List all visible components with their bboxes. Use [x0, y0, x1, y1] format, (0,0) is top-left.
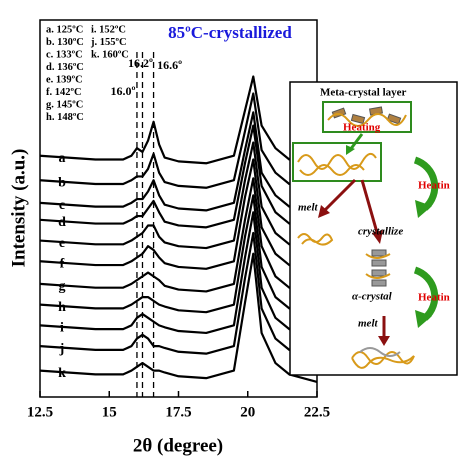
chain	[365, 253, 391, 279]
inset-title: Meta-crystal layer	[320, 87, 407, 99]
inset-diagram: Meta-crystal layer Heating Heatin melt c…	[289, 81, 458, 376]
reference-label: 16.6º	[157, 58, 182, 72]
arrowhead	[346, 145, 355, 155]
series-label: g	[59, 279, 66, 294]
melt-label: melt	[358, 318, 378, 330]
chain	[359, 347, 401, 357]
reference-label: 16.0º	[110, 84, 135, 98]
chain	[327, 113, 407, 127]
series-label: k	[58, 366, 66, 381]
melt-label: melt	[298, 202, 318, 214]
arrow	[413, 266, 439, 321]
y-axis-label: Intensity (a.u.)	[8, 149, 29, 268]
series-line	[39, 177, 318, 297]
block	[371, 269, 387, 277]
series-line	[39, 111, 318, 216]
arrow	[413, 156, 439, 211]
x-tick-label: 12.5	[27, 404, 53, 420]
series-label: j	[59, 341, 65, 356]
layer-box	[322, 101, 412, 133]
chain	[351, 351, 415, 369]
heating-label: Heatin	[418, 292, 450, 304]
chain	[297, 233, 334, 246]
legend-entry: g. 145ºC	[46, 99, 83, 110]
legend-entry: a. 125ºC	[46, 24, 83, 35]
arrowhead	[415, 310, 432, 328]
series-label: a	[59, 151, 66, 166]
alpha-crystal-label: α-crystal	[352, 291, 393, 303]
legend-entry: h. 148ºC	[46, 112, 84, 123]
legend-entry: c. 133ºC	[46, 49, 83, 60]
crystallize-label: crystallize	[358, 226, 403, 238]
series-line	[39, 141, 318, 253]
x-tick-label: 17.5	[165, 404, 191, 420]
chain	[297, 152, 377, 170]
series-label: b	[58, 175, 66, 190]
legend-entry: b. 130ºC	[46, 37, 84, 48]
legend-entry: k. 160ºC	[91, 49, 129, 60]
reference-label: 16.2º	[128, 56, 153, 70]
arrowhead	[378, 336, 390, 346]
block	[350, 113, 366, 125]
x-axis-label: 2θ (degree)	[133, 435, 223, 456]
block	[386, 113, 402, 125]
chain	[299, 164, 365, 176]
legend-entry: j. 155ºC	[90, 37, 127, 48]
arrowhead	[318, 205, 330, 218]
series-line	[39, 124, 318, 233]
series-line	[39, 231, 318, 359]
series-line	[39, 75, 318, 169]
series-line	[39, 158, 318, 274]
series-label: f	[60, 256, 65, 271]
series-line	[39, 252, 318, 383]
crystal-blocks	[331, 106, 402, 125]
arrowhead	[372, 230, 383, 244]
layer-box	[292, 142, 382, 182]
chart-title: 85ºC-crystallized	[168, 23, 292, 42]
block	[371, 259, 387, 267]
legend-entry: e. 139ºC	[46, 74, 83, 85]
series-line	[39, 194, 318, 318]
arrow	[360, 179, 380, 237]
block	[371, 249, 387, 257]
x-tick-label: 20	[240, 404, 255, 420]
heating-label: Heating	[343, 122, 381, 134]
series-label: i	[60, 321, 64, 336]
inset-frame	[289, 81, 458, 376]
series-label: c	[59, 198, 65, 213]
arrow	[321, 178, 357, 214]
series-label: d	[58, 215, 66, 230]
series-line	[39, 211, 318, 338]
crystal-stack	[371, 249, 387, 287]
block	[371, 279, 387, 287]
legend-entry: d. 136ºC	[46, 62, 84, 73]
series-line	[39, 92, 318, 193]
series-label: e	[59, 236, 65, 251]
arrowhead	[415, 200, 432, 218]
legend-entry: i. 152ºC	[91, 24, 126, 35]
legend-entry: f. 142ºC	[46, 87, 82, 98]
x-tick-label: 22.5	[304, 404, 330, 420]
series-label: h	[58, 300, 66, 315]
heating-label: Heatin	[418, 180, 450, 192]
x-tick-label: 15	[102, 404, 117, 420]
